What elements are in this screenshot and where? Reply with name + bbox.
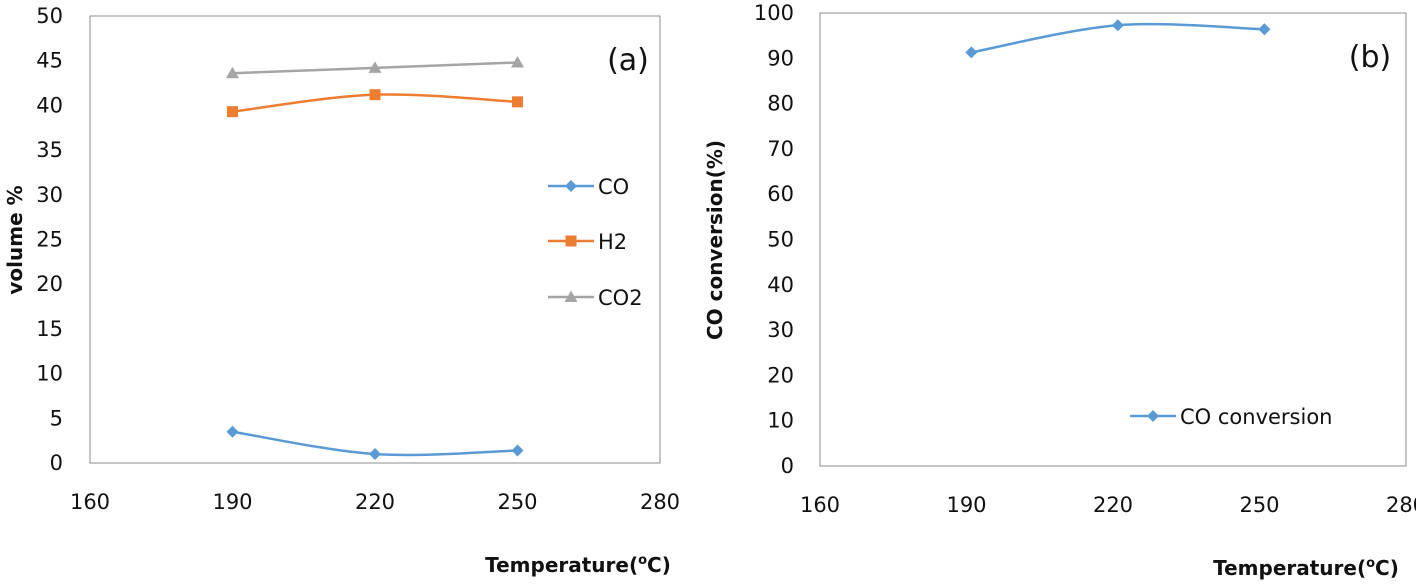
x-tick-label: 190: [946, 493, 986, 517]
x-tick-label: 190: [212, 490, 252, 514]
x-tick-label: 220: [355, 490, 395, 514]
series-co-conversion-point: [1258, 23, 1271, 36]
y-tick-label: 25: [36, 228, 63, 252]
series-co-point: [226, 425, 239, 438]
x-tick-label: 280: [640, 490, 680, 514]
y-tick-label: 100: [754, 1, 794, 25]
x-axis-title: Temperature(oC): [485, 553, 671, 577]
y-tick-label: 30: [36, 183, 63, 207]
y-tick-label: 40: [36, 93, 63, 117]
x-tick-label: 160: [70, 490, 110, 514]
y-tick-label: 5: [50, 406, 63, 430]
x-tick-label: 250: [497, 490, 537, 514]
y-tick-label: 80: [767, 92, 794, 116]
y-axis-title: volume %: [3, 185, 27, 294]
y-tick-label: 45: [36, 49, 63, 73]
y-tick-label: 70: [767, 137, 794, 161]
series-co2-point: [368, 61, 382, 73]
y-tick-label: 0: [50, 451, 63, 475]
legend-label: H2: [598, 230, 627, 254]
series-co2-point: [226, 66, 239, 79]
y-tick-label: 15: [36, 317, 63, 341]
series-co-point: [369, 448, 381, 461]
series-h2-point: [512, 96, 523, 108]
plot-area: [819, 12, 1407, 467]
series-h2-point: [369, 89, 381, 101]
series-h2-point: [227, 106, 238, 118]
legend-marker: [1147, 410, 1159, 422]
chart-a: 0 5 10 15 20 25 30 35 40 45 50 160 190 220 250 280 volum…: [3, 4, 680, 577]
y-tick-label: 20: [36, 272, 63, 296]
legend-label: CO2: [598, 286, 643, 310]
series-co-conversion-point: [965, 46, 978, 59]
y-axis-title: CO conversion(%): [703, 140, 727, 340]
x-axis-title: Temperature(oC): [1213, 556, 1399, 580]
legend-marker: [564, 290, 578, 302]
y-tick-label: 20: [767, 363, 794, 387]
plot-area: [89, 15, 661, 464]
y-tick-label: 50: [767, 228, 794, 252]
legend-marker: [565, 180, 577, 192]
x-tick-label: 280: [1386, 493, 1416, 517]
y-tick-label: 0: [781, 454, 794, 478]
legend-label: CO: [598, 175, 629, 199]
series-co-point: [511, 444, 524, 457]
legend-label: CO conversion: [1180, 405, 1333, 429]
series-co-conversion-point: [1111, 19, 1124, 32]
panel-label: (b): [1349, 40, 1391, 75]
y-tick-label: 40: [767, 273, 794, 297]
y-tick-label: 10: [767, 409, 794, 433]
panel-label: (a): [607, 43, 649, 78]
series-co2-point: [511, 55, 524, 68]
y-tick-label: 10: [36, 362, 63, 386]
legend-marker: [565, 235, 577, 247]
y-tick-label: 30: [767, 318, 794, 342]
y-tick-label: 60: [767, 182, 794, 206]
x-tick-label: 250: [1239, 493, 1279, 517]
y-tick-label: 90: [767, 46, 794, 70]
x-tick-label: 160: [800, 493, 840, 517]
x-tick-label: 220: [1093, 493, 1133, 517]
chart-b: 0 10 20 30 40 50 60 70 80 90 100 160 190 220 250 280 CO …: [703, 1, 1416, 580]
y-tick-label: 35: [36, 138, 63, 162]
y-tick-label: 50: [36, 4, 63, 28]
